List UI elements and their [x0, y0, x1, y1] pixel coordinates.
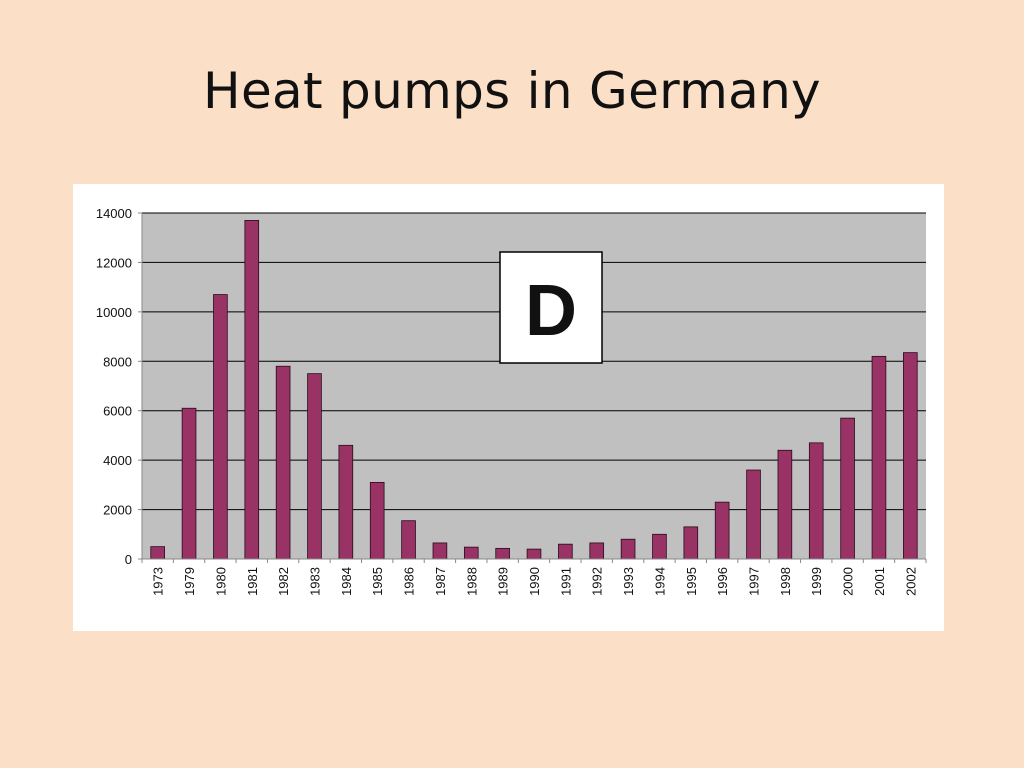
- bar: [840, 417, 855, 560]
- bar: [777, 449, 793, 560]
- x-tick-label: 1984: [339, 567, 354, 596]
- bar: [558, 543, 573, 560]
- y-tick-label: 10000: [96, 305, 132, 320]
- bar: [714, 501, 730, 560]
- annotation-label: D: [525, 271, 577, 351]
- bar: [903, 352, 918, 560]
- bar: [871, 355, 887, 560]
- y-tick-label: 14000: [96, 206, 132, 221]
- bar: [808, 442, 824, 560]
- bar: [181, 407, 197, 560]
- y-tick-label: 0: [125, 552, 132, 567]
- y-tick-label: 4000: [103, 453, 132, 468]
- annotation-box: [499, 251, 603, 364]
- y-tick-label: 8000: [103, 354, 132, 369]
- chart-card: 0 2000 4000 6000 8000 10000 12000 14000 1973 197…: [73, 184, 944, 631]
- x-tick-label: 1997: [747, 567, 762, 596]
- x-tick-label: 1973: [151, 567, 166, 596]
- x-tick-label: 1990: [527, 567, 542, 596]
- bar: [307, 373, 322, 560]
- bar: [150, 546, 165, 560]
- bar: [495, 547, 510, 560]
- bar: [432, 542, 448, 560]
- bar: [338, 444, 354, 560]
- bar: [526, 548, 542, 560]
- bar: [213, 294, 228, 560]
- x-tick-label: 1987: [433, 567, 448, 596]
- x-tick-label: 2000: [841, 567, 856, 596]
- bar: [369, 481, 385, 560]
- bar: [620, 538, 636, 560]
- y-tick-label: 2000: [103, 503, 132, 518]
- x-tick-label: 1996: [715, 567, 730, 596]
- bar: [401, 520, 416, 560]
- x-tick-label: 1986: [402, 567, 417, 596]
- x-tick-label: 1981: [245, 567, 260, 596]
- x-tick-label: 1985: [370, 567, 385, 596]
- bar: [683, 526, 699, 560]
- x-tick-label: 1988: [464, 567, 479, 596]
- x-tick-label: 1992: [590, 567, 605, 596]
- bar-chart: 0 2000 4000 6000 8000 10000 12000 14000 1973 197…: [96, 206, 927, 596]
- y-tick-label: 12000: [96, 255, 132, 270]
- bar: [275, 365, 291, 560]
- bar: [463, 546, 479, 560]
- slide-title: Heat pumps in Germany: [203, 62, 821, 120]
- x-tick-label: 1989: [496, 567, 511, 596]
- x-tick-label: 2002: [903, 567, 918, 596]
- x-tick-label: 1979: [182, 567, 197, 596]
- y-tick-label: 6000: [103, 404, 132, 419]
- bar: [244, 220, 260, 560]
- x-tick-label: 1995: [684, 567, 699, 596]
- x-tick-label: 2001: [872, 567, 887, 596]
- x-tick-label: 1983: [307, 567, 322, 596]
- x-tick-label: 1982: [276, 567, 291, 596]
- x-tick-label: 1991: [558, 567, 573, 596]
- x-tick-label: 1994: [652, 567, 667, 596]
- x-tick-label: 1998: [778, 567, 793, 596]
- x-tick-label: 1999: [809, 567, 824, 596]
- bar: [746, 469, 761, 560]
- bar: [589, 542, 605, 560]
- x-tick-label: 1980: [213, 567, 228, 596]
- x-tick-label: 1993: [621, 567, 636, 596]
- bar: [652, 533, 667, 560]
